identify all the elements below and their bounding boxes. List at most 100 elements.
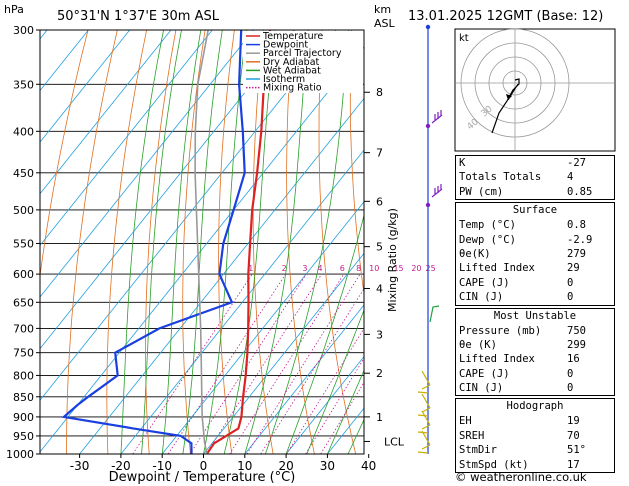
wet-adiabat-line <box>244 30 309 454</box>
legend-entry: Mixing Ratio <box>263 83 322 94</box>
isotherm-line <box>203 252 364 454</box>
datetime-title: 13.01.2025 12GMT (Base: 12) <box>408 9 603 24</box>
dry-adiabat-line <box>286 30 315 454</box>
legend-entry: Parcel Trajectory <box>263 48 342 59</box>
pressure-tick-label: 850 <box>13 391 34 404</box>
km-unit-label: km <box>374 3 391 16</box>
plot-frame <box>39 29 365 455</box>
hodograph-kt-label: kt <box>459 33 469 44</box>
dry-adiabat-line <box>145 30 177 454</box>
index-row-totals: Totals Totals 4 <box>459 171 574 184</box>
temperature-tick-label: 30 <box>320 459 335 473</box>
temperature-tick-label: -10 <box>152 459 172 473</box>
mixing-ratio-line <box>260 287 364 454</box>
most-unstable-row: CIN (J) 0 <box>459 382 574 395</box>
mixing-ratio-axis-label: Mixing Ratio (g/kg) <box>386 208 399 312</box>
wind-barb <box>429 305 440 323</box>
mixing-ratio-line <box>229 273 345 454</box>
most-unstable-block: Most Unstable Pressure (mb) 750 θe (K) 299… <box>455 307 615 397</box>
isotherm-line <box>161 201 364 454</box>
pressure-tick-label: 600 <box>13 268 34 281</box>
mixing-ratio-label: 1 <box>248 264 253 273</box>
legend-entry: Isotherm <box>263 74 305 85</box>
altitude-tick-label: 4 <box>376 282 383 295</box>
pressure-tick-label: 550 <box>13 237 34 250</box>
wind-barb <box>431 110 443 124</box>
legend-entry: Wet Adiabat <box>263 65 321 76</box>
isotherm-line <box>40 30 254 298</box>
most-unstable-row: Pressure (mb) 750 <box>459 324 586 337</box>
legend-entry: Dewpoint <box>263 40 308 51</box>
hodograph-stats-block: Hodograph EH 19 SREH 70 StmDir 51° StmSpd (… <box>455 398 615 474</box>
pressure-tick-label: 750 <box>13 347 34 360</box>
dry-adiabat-line <box>106 30 147 454</box>
most-unstable-row: CAPE (J) 0 <box>459 367 574 380</box>
mixing-ratio-label: 2 <box>282 264 287 273</box>
wind-barb <box>417 370 431 394</box>
pressure-tick-label: 950 <box>13 430 34 443</box>
parcel-trajectory-line <box>194 30 209 454</box>
dry-adiabat-line <box>615 30 629 454</box>
hpa-unit-label: hPa <box>4 3 24 16</box>
dry-adiabat-line <box>349 30 364 297</box>
altitude-tick-label: 6 <box>376 195 383 208</box>
dry-adiabat-line <box>66 30 118 454</box>
isotherm-line <box>244 304 364 454</box>
surface-row: Dewp (°C) -2.9 <box>459 233 593 246</box>
isotherm-line <box>120 149 364 454</box>
index-row-k: K -27 <box>459 157 586 169</box>
wind-barb-marker <box>425 24 431 30</box>
surface-block: Surface Temp (°C) 0.8 Dewp (°C) -2.9 θe(K)… <box>455 202 615 306</box>
background-lines <box>40 30 629 454</box>
wet-adiabat-line <box>120 30 164 454</box>
hodograph-stats-row: StmDir 51° <box>459 444 586 457</box>
hodograph-trace <box>491 78 520 134</box>
wind-profile <box>417 24 443 454</box>
mixing-ratio-label: 4 <box>318 264 323 273</box>
mixing-ratio-label: 3 <box>302 264 307 273</box>
altitude-tick-label: 7 <box>376 147 383 160</box>
pressure-tick-label: 500 <box>13 204 34 217</box>
mixing-ratio-label: 6 <box>340 264 345 273</box>
copyright-footer: © weatheronline.co.uk <box>455 470 587 484</box>
surface-title: Surface <box>512 204 558 217</box>
pressure-axis: 300 350 400 450 500 550 600 650 700 750 800 850 900 9… <box>6 24 40 461</box>
x-axis-label: Dewpoint / Temperature (°C) <box>109 470 296 485</box>
temperature-tick-label: -30 <box>70 459 90 473</box>
wind-barb <box>431 184 443 198</box>
isotherm-line <box>40 30 131 143</box>
wet-adiabat-line <box>265 30 349 454</box>
pressure-tick-label: 1000 <box>6 448 34 461</box>
temperature-tick-label: 10 <box>237 459 252 473</box>
mixing-ratio-label: 15 <box>393 264 403 273</box>
hodograph-stats-row: SREH 70 <box>459 429 580 442</box>
asl-unit-label: ASL <box>374 17 396 30</box>
dewpoint-line <box>61 30 246 454</box>
mixing-ratio-label: 10 <box>369 264 379 273</box>
mixing-ratio-line <box>132 273 253 454</box>
mixing-ratio-line <box>286 327 364 454</box>
hodograph: kt 40 30 <box>454 28 616 152</box>
mixing-ratio-line <box>205 273 322 454</box>
mixing-ratio-label: 8 <box>356 264 361 273</box>
wind-barb-marker <box>425 202 431 208</box>
wet-adiabat-line <box>306 308 364 454</box>
legend-entry: Dry Adiabat <box>263 57 320 68</box>
mixing-ratio-line <box>189 273 307 454</box>
temperature-tick-label: 20 <box>278 459 293 473</box>
altitude-tick-label: 5 <box>376 241 383 254</box>
hodograph-stats-title: Hodograph <box>506 400 564 413</box>
altitude-tick-label: 3 <box>376 328 383 341</box>
mixing-ratio-line <box>320 381 364 454</box>
dry-adiabat-line <box>218 30 235 454</box>
pressure-tick-label: 300 <box>13 24 34 37</box>
temperature-tick-label: -20 <box>111 459 131 473</box>
surface-row: CAPE (J) 0 <box>459 276 574 289</box>
altitude-tick-label: 8 <box>376 86 383 99</box>
surface-row: Temp (°C) 0.8 <box>459 219 586 232</box>
wind-barb <box>417 430 431 454</box>
mixing-ratio-label: 20 <box>411 264 421 273</box>
pressure-tick-label: 700 <box>13 322 34 335</box>
